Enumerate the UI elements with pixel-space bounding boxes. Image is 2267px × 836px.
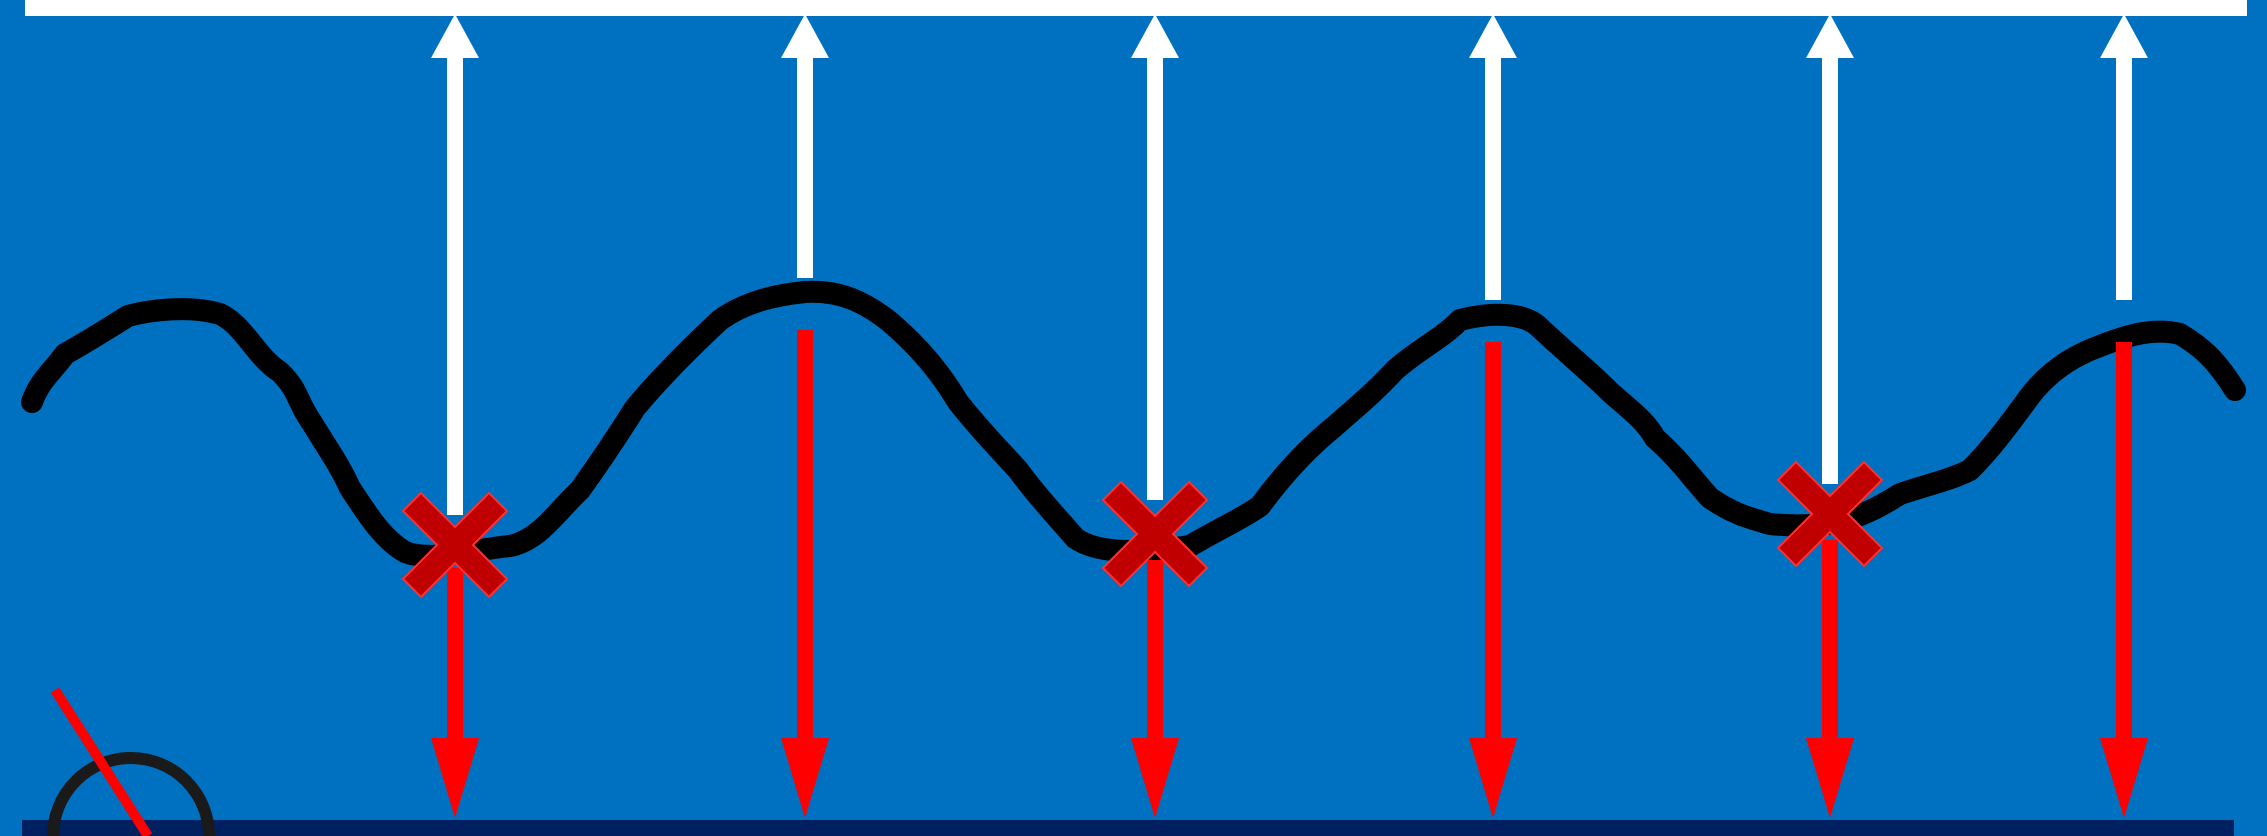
probe-needle [50, 687, 153, 836]
cross-mark-icon [1776, 460, 1884, 568]
arrow-column-2 [781, 14, 829, 818]
cross-shape [401, 491, 509, 599]
arrow-down-icon [1806, 738, 1854, 818]
white-arrow-shaft [1147, 50, 1163, 500]
arrow-column-3 [1101, 14, 1209, 818]
red-arrow-shaft [1822, 540, 1838, 768]
white-arrow-shaft [797, 50, 813, 278]
arrow-up-icon [1469, 14, 1517, 58]
red-arrow-shaft [447, 568, 463, 768]
cross-mark-icon [1101, 480, 1209, 588]
white-arrow-shaft [1485, 50, 1501, 300]
cross-shape [1101, 480, 1209, 588]
arrow-down-icon [1131, 738, 1179, 818]
arrow-up-icon [1806, 14, 1854, 58]
arrow-down-icon [431, 738, 479, 818]
arrow-column-6 [2100, 14, 2148, 818]
white-arrow-shaft [2116, 50, 2132, 300]
red-arrow-shaft [797, 330, 813, 768]
cross-shape [1776, 460, 1884, 568]
arrow-up-icon [1131, 14, 1179, 58]
cross-mark-icon [401, 491, 509, 599]
arrow-up-icon [431, 14, 479, 58]
probe-icon [47, 687, 215, 836]
red-arrow-shaft [2116, 342, 2132, 768]
arrow-up-icon [781, 14, 829, 58]
arrow-down-icon [1469, 738, 1517, 818]
red-arrow-shaft [1147, 560, 1163, 768]
arrow-column-1 [401, 14, 509, 818]
white-arrow-shaft [447, 50, 463, 515]
bottom-bar [22, 820, 2234, 836]
white-arrow-shaft [1822, 50, 1838, 484]
wave-curve [21, 280, 2246, 567]
arrow-up-icon [2100, 14, 2148, 58]
probe-ring [47, 752, 215, 836]
arrow-column-5 [1776, 14, 1884, 818]
arrow-down-icon [781, 738, 829, 818]
red-arrow-shaft [1485, 342, 1501, 768]
top-bar [25, 0, 2247, 16]
arrow-column-4 [1469, 14, 1517, 818]
arrow-down-icon [2100, 738, 2148, 818]
